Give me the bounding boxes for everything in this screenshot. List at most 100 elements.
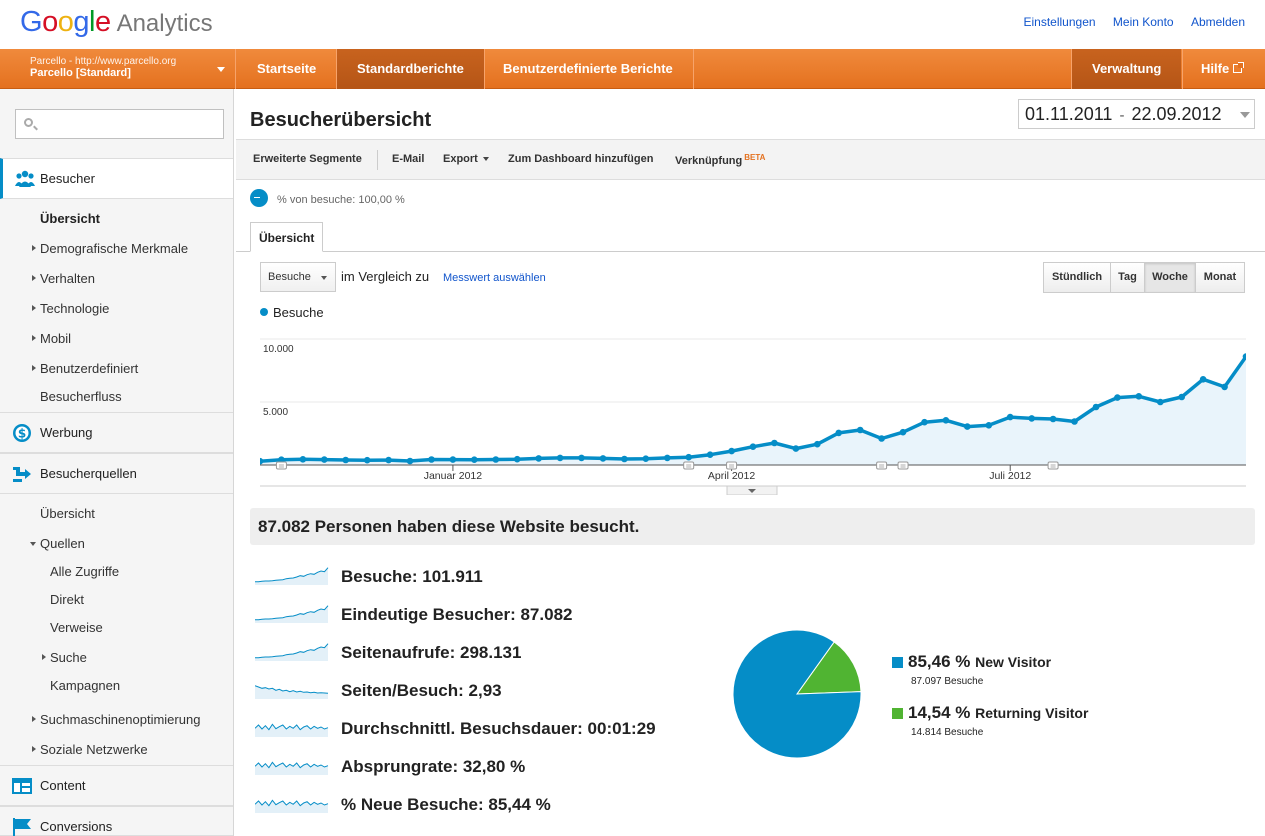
data-point[interactable] <box>642 455 650 462</box>
data-point[interactable] <box>728 447 735 455</box>
data-point[interactable] <box>1092 403 1100 411</box>
export-button[interactable]: Export <box>443 153 489 165</box>
sidebar-item-benutzerdefiniert[interactable]: Benutzerdefiniert <box>32 361 138 376</box>
data-point[interactable] <box>299 456 307 463</box>
data-point[interactable] <box>1028 415 1035 422</box>
sidebar-item-technologie[interactable]: Technologie <box>32 301 109 316</box>
data-point[interactable] <box>1221 383 1228 391</box>
data-point[interactable] <box>363 456 371 464</box>
data-point[interactable] <box>685 453 692 461</box>
data-point[interactable] <box>342 456 349 464</box>
data-point[interactable] <box>792 445 800 452</box>
data-point[interactable] <box>1199 376 1207 383</box>
data-point[interactable] <box>428 456 435 463</box>
data-point[interactable] <box>771 439 778 447</box>
tab-verwaltung[interactable]: Verwaltung <box>1071 49 1182 89</box>
data-point[interactable] <box>599 455 607 462</box>
sidebar-item-demografische-merkmale[interactable]: Demografische Merkmale <box>32 241 188 256</box>
data-point[interactable] <box>1114 394 1121 401</box>
data-point[interactable] <box>706 451 714 458</box>
data-point[interactable] <box>471 456 478 463</box>
annotation-icon[interactable] <box>726 461 738 470</box>
data-point[interactable] <box>1049 415 1057 423</box>
data-point[interactable] <box>921 418 928 426</box>
sidebar-search[interactable] <box>15 109 224 139</box>
granularity-day-button[interactable]: Tag <box>1110 262 1145 293</box>
sidebar-item-direkt[interactable]: Direkt <box>50 592 84 607</box>
sidebar-item-alle-zugriffe[interactable]: Alle Zugriffe <box>50 564 119 579</box>
data-point[interactable] <box>1178 393 1185 401</box>
data-point[interactable] <box>406 457 414 465</box>
data-point[interactable] <box>1071 418 1078 425</box>
settings-link[interactable]: Einstellungen <box>1023 15 1096 29</box>
tab-uebersicht[interactable]: Übersicht <box>250 222 324 252</box>
pie-slice[interactable] <box>796 641 862 695</box>
sidebar-item-uebersicht-quellen[interactable]: Übersicht <box>40 506 95 521</box>
shortcut-button[interactable]: Verknüpfung BETA <box>675 153 765 167</box>
sidebar-section-werbung[interactable]: $ Werbung <box>0 412 233 453</box>
tab-startseite[interactable]: Startseite <box>237 49 338 89</box>
sidebar-item-suchmaschinenoptimierung[interactable]: Suchmaschinenoptimierung <box>32 712 200 727</box>
data-point[interactable] <box>964 423 971 430</box>
data-point[interactable] <box>1135 393 1143 400</box>
select-metric-link[interactable]: Messwert auswählen <box>443 272 546 284</box>
granularity-month-button[interactable]: Monat <box>1195 262 1245 293</box>
visits-chart[interactable]: 10.000 5.000 Januar 2012 April 2012 Juli 201… <box>260 329 1246 495</box>
annotation-icon[interactable] <box>897 461 909 470</box>
logout-link[interactable]: Abmelden <box>1190 15 1245 29</box>
advanced-segments-button[interactable]: Erweiterte Segmente <box>253 153 362 165</box>
sidebar-item-quellen[interactable]: Quellen <box>30 536 85 551</box>
sidebar-item-suche[interactable]: Suche <box>42 650 87 665</box>
data-point[interactable] <box>385 456 392 464</box>
data-point[interactable] <box>878 435 885 442</box>
email-button[interactable]: E-Mail <box>392 153 425 165</box>
sidebar-section-conversions[interactable]: Conversions <box>0 806 233 836</box>
data-point[interactable] <box>1157 398 1164 406</box>
data-point[interactable] <box>321 456 328 463</box>
data-point[interactable] <box>578 454 585 462</box>
sidebar-section-besucherquellen[interactable]: Besucherquellen <box>0 453 233 494</box>
data-point[interactable] <box>749 443 757 450</box>
annotation-icon[interactable] <box>275 461 287 470</box>
metric-select[interactable]: Besuche <box>260 262 336 292</box>
data-point[interactable] <box>664 454 671 462</box>
annotation-icon[interactable] <box>683 461 695 470</box>
data-point[interactable] <box>556 454 564 462</box>
sidebar-item-verweise[interactable]: Verweise <box>50 620 103 635</box>
granularity-hourly-button[interactable]: Stündlich <box>1043 262 1111 293</box>
annotations-toggle[interactable] <box>726 485 778 495</box>
data-point[interactable] <box>492 456 500 463</box>
data-point[interactable] <box>1006 413 1014 421</box>
data-point[interactable] <box>535 455 542 462</box>
data-point[interactable] <box>942 417 950 424</box>
data-point[interactable] <box>513 455 521 463</box>
search-input[interactable] <box>42 115 217 133</box>
sidebar-item-uebersicht[interactable]: Übersicht <box>40 211 100 226</box>
sidebar-item-kampagnen[interactable]: Kampagnen <box>50 678 120 693</box>
annotation-icon[interactable] <box>1047 461 1059 470</box>
sidebar-section-besucher[interactable]: Besucher <box>0 158 233 199</box>
annotation-icon[interactable] <box>876 461 888 470</box>
pie-slice[interactable] <box>732 629 862 759</box>
tab-hilfe[interactable]: Hilfe <box>1182 49 1260 89</box>
tab-benutzerdefinierte-berichte[interactable]: Benutzerdefinierte Berichte <box>483 49 694 89</box>
add-to-dashboard-button[interactable]: Zum Dashboard hinzufügen <box>508 153 654 165</box>
data-point[interactable] <box>449 456 457 463</box>
data-point[interactable] <box>856 426 864 434</box>
data-point[interactable] <box>985 422 993 429</box>
sidebar-item-mobil[interactable]: Mobil <box>32 331 71 346</box>
date-range-picker[interactable]: 01.11.2011 - 22.09.2012 <box>1018 99 1255 129</box>
visitor-type-pie-chart[interactable] <box>732 629 862 759</box>
sidebar-item-besucherfluss[interactable]: Besucherfluss <box>40 389 122 404</box>
data-point[interactable] <box>835 429 842 437</box>
sidebar-item-soziale-netzwerke[interactable]: Soziale Netzwerke <box>32 742 148 757</box>
my-account-link[interactable]: Mein Konto <box>1112 15 1174 29</box>
data-point[interactable] <box>621 455 628 463</box>
sidebar-item-verhalten[interactable]: Verhalten <box>32 271 95 286</box>
data-point[interactable] <box>814 440 821 448</box>
granularity-week-button[interactable]: Woche <box>1144 262 1196 293</box>
data-point[interactable] <box>899 428 907 436</box>
data-point[interactable] <box>278 456 285 463</box>
data-point[interactable] <box>1242 353 1246 360</box>
account-selector[interactable]: Parcello - http://www.parcello.org Parce… <box>0 49 236 89</box>
